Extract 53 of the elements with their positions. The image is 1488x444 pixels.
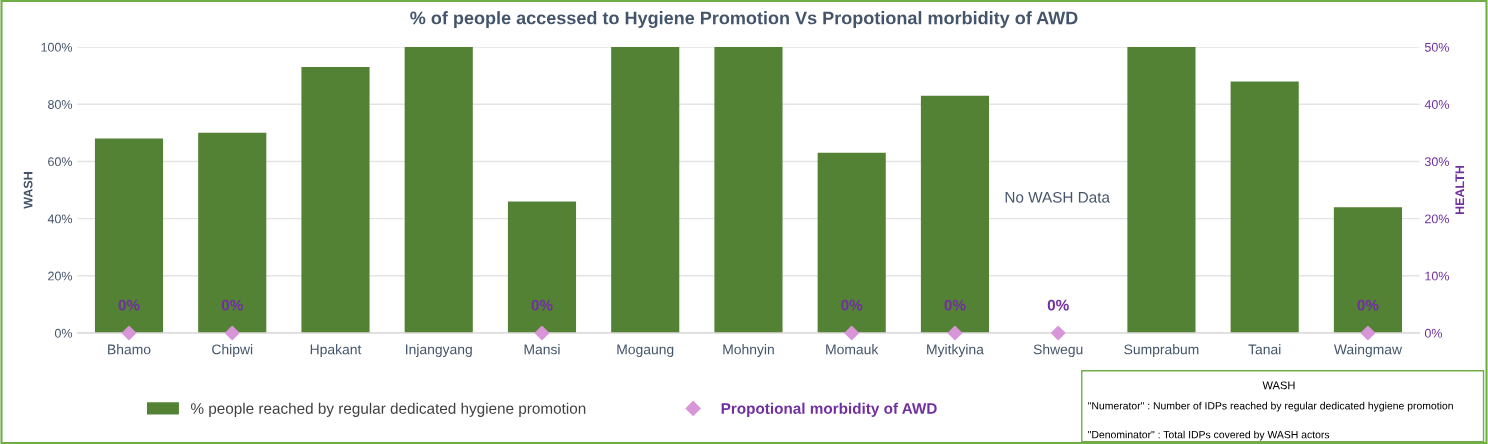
x-tick-label: Mohnyin xyxy=(723,344,774,358)
y-tick-label: 80% xyxy=(48,100,73,109)
y-tick-label: 20% xyxy=(48,271,73,281)
data-label: 0% xyxy=(841,299,863,311)
y2-tick-label: 10% xyxy=(1425,271,1449,281)
bar xyxy=(198,132,267,333)
bar xyxy=(301,67,370,333)
bar xyxy=(714,47,783,333)
data-label: 0% xyxy=(944,299,966,311)
data-label: 0% xyxy=(1047,299,1069,311)
chart-title: % of people accessed to Hygiene Promotion Vs Propotional morbidity of AWD xyxy=(410,11,1078,29)
x-tick-label: Tanai xyxy=(1248,344,1281,355)
text: "Numerator" : Number of IDPs reached by regular dedicated hygiene promotion xyxy=(1088,401,1453,412)
y2-tick-label: 50% xyxy=(1424,42,1449,52)
y-axis-title: WASH xyxy=(23,172,33,209)
bar xyxy=(1333,207,1402,333)
y-tick-label: 60% xyxy=(48,157,73,167)
y2-axis-title: HEALTH xyxy=(1455,165,1465,215)
y2-tick-label: 30% xyxy=(1424,157,1449,167)
legend-label: % people reached by regular dedicated hygiene promotion xyxy=(190,402,586,417)
y-tick-label: 0% xyxy=(54,328,73,338)
y2-tick-label: 40% xyxy=(1424,100,1449,109)
bar xyxy=(404,47,473,333)
text: WASH xyxy=(1262,381,1295,390)
y-tick-label: 40% xyxy=(47,214,73,224)
x-tick-label: Mansi xyxy=(524,344,560,355)
x-tick-label: Sumprabum xyxy=(1124,344,1199,358)
x-tick-label: Myitkyina xyxy=(927,344,984,358)
data-label: 0% xyxy=(1357,299,1379,311)
x-tick-label: Momauk xyxy=(826,344,879,355)
y2-tick-label: 20% xyxy=(1425,214,1449,224)
x-tick-label: Shwegu xyxy=(1033,344,1083,358)
bar xyxy=(507,201,577,333)
bar xyxy=(817,152,886,333)
x-tick-label: Bhamo xyxy=(108,344,151,355)
bar xyxy=(94,138,164,333)
data-label: 0% xyxy=(118,299,140,311)
x-tick-label: Hpakant xyxy=(310,344,362,358)
bar xyxy=(1127,47,1196,333)
y2-tick-label: 0% xyxy=(1424,328,1443,338)
text: "Denominator" : Total IDPs covered by WASH actors xyxy=(1088,430,1330,441)
y-tick-label: 100% xyxy=(41,42,73,52)
x-tick-label: Chipwi xyxy=(212,344,253,358)
legend-label: Propotional morbidity of AWD xyxy=(721,402,937,417)
bar xyxy=(920,95,990,333)
x-tick-label: Injangyang xyxy=(406,344,472,358)
annotation: No WASH Data xyxy=(1005,191,1110,203)
x-tick-label: Mogaung xyxy=(617,344,674,358)
data-label: 0% xyxy=(221,299,243,311)
x-tick-label: Waingmaw xyxy=(1333,344,1403,358)
bar xyxy=(1230,81,1299,333)
bar xyxy=(611,47,680,333)
data-label: 0% xyxy=(531,299,553,311)
